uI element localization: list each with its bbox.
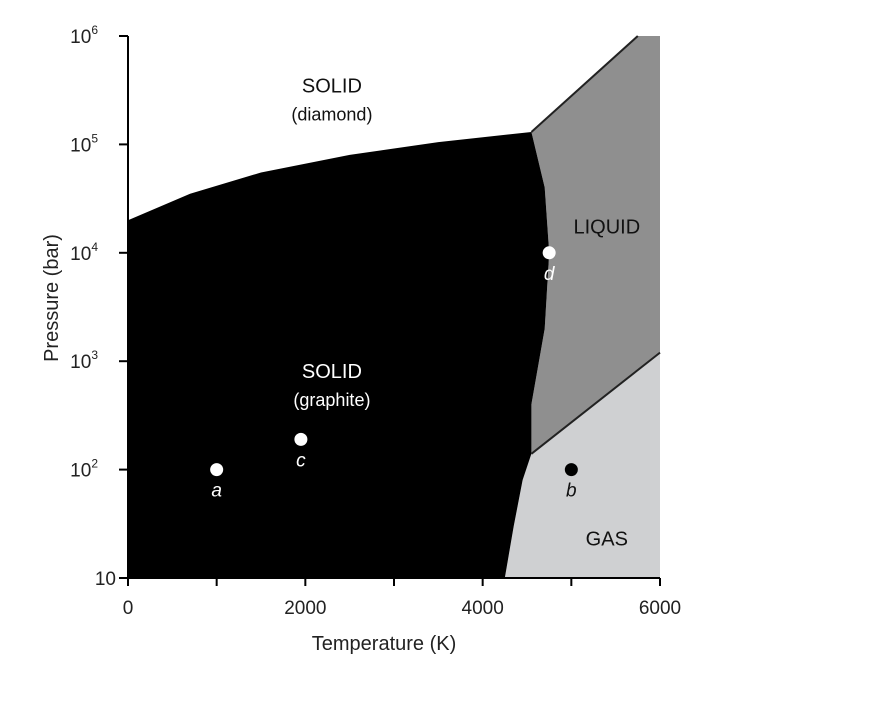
x-axis-title: Temperature (K) bbox=[312, 633, 457, 655]
state-points: a c d b bbox=[210, 246, 578, 502]
boundary-liquid-diamond bbox=[530, 35, 639, 133]
point-b bbox=[564, 463, 578, 477]
y-tick-label: 106 bbox=[70, 23, 98, 48]
y-ticks: 10 102 103 104 105 106 bbox=[70, 23, 128, 590]
graphite-region bbox=[128, 132, 550, 578]
region-labels: SOLID (diamond) SOLID (graphite) LIQUID GAS bbox=[291, 76, 640, 551]
gas-label: GAS bbox=[586, 528, 628, 550]
x-tick-label: 2000 bbox=[284, 598, 326, 619]
y-tick-label: 104 bbox=[70, 240, 98, 265]
x-tick-label: 6000 bbox=[639, 598, 681, 619]
point-d bbox=[542, 246, 556, 260]
point-a-label: a bbox=[211, 481, 222, 502]
gas-region bbox=[504, 352, 660, 578]
boundary-liquid-gas bbox=[530, 351, 661, 455]
point-a bbox=[210, 463, 224, 477]
point-c-label: c bbox=[296, 450, 306, 471]
y-axis-title: Pressure (bar) bbox=[41, 234, 63, 362]
x-tick-label: 0 bbox=[123, 598, 134, 619]
graphite-sublabel: (graphite) bbox=[293, 390, 370, 410]
graphite-label: SOLID bbox=[302, 361, 362, 383]
x-tick-label: 4000 bbox=[462, 598, 504, 619]
phase-boundaries bbox=[530, 35, 661, 455]
phase-regions bbox=[128, 36, 660, 578]
y-tick-label: 103 bbox=[70, 348, 98, 373]
diamond-label: SOLID bbox=[302, 76, 362, 98]
liquid-label: LIQUID bbox=[573, 217, 640, 239]
y-tick-label: 102 bbox=[70, 457, 98, 482]
y-tick-label: 10 bbox=[95, 569, 116, 590]
x-ticks: 0 2000 4000 6000 bbox=[123, 578, 681, 619]
point-b-label: b bbox=[566, 481, 577, 502]
point-d-label: d bbox=[544, 264, 556, 285]
point-c bbox=[294, 432, 308, 446]
liquid-region bbox=[531, 36, 660, 454]
y-tick-label: 105 bbox=[70, 131, 98, 156]
diamond-sublabel: (diamond) bbox=[291, 105, 372, 125]
